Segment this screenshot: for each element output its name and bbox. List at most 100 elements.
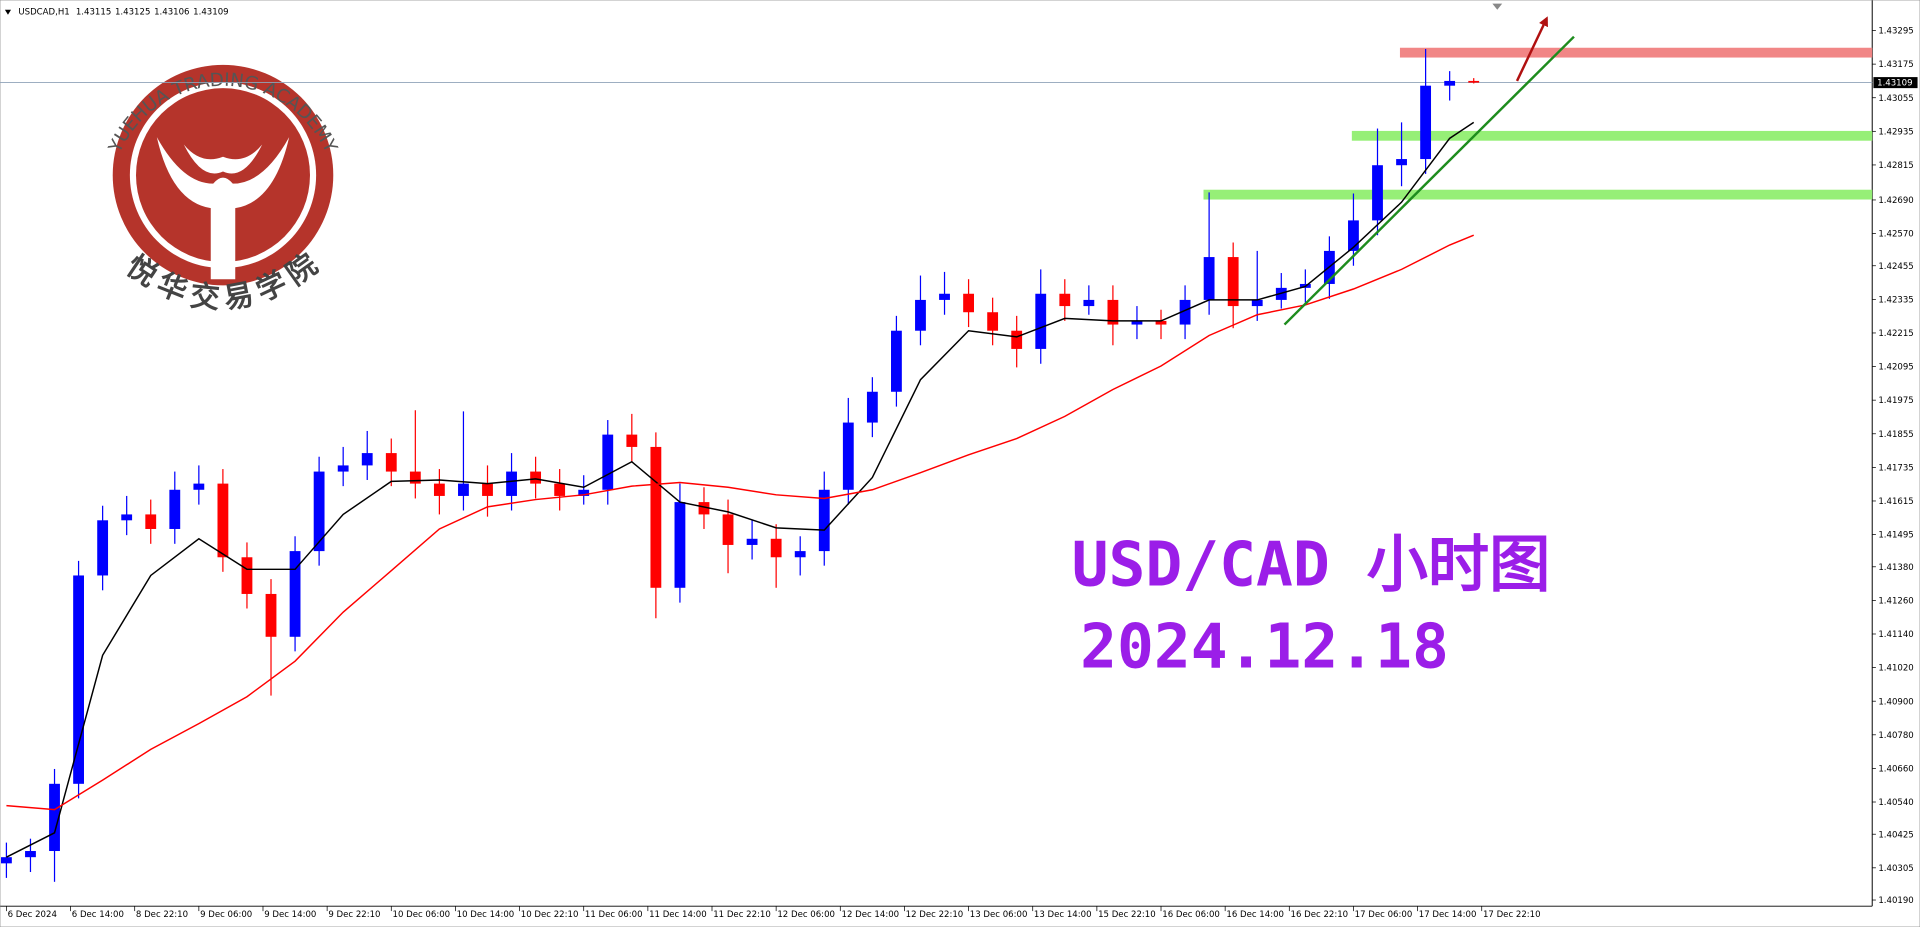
candle-body [121, 514, 133, 521]
moving-average [6, 234, 1474, 811]
y-tick-label: 1.42690 [1878, 196, 1913, 206]
candle-body [1035, 293, 1047, 349]
x-tick-label: 10 Dec 22:10 [521, 910, 579, 920]
candle-body [1348, 220, 1359, 251]
y-tick-label: 1.42455 [1878, 262, 1913, 272]
candle-body [482, 483, 493, 496]
candle-body [1396, 159, 1407, 166]
y-tick-label: 1.40305 [1878, 864, 1913, 874]
candle-body [626, 434, 638, 447]
y-tick-label: 1.42935 [1878, 127, 1913, 137]
x-tick-label: 12 Dec 14:00 [842, 910, 900, 920]
candle-body [169, 489, 181, 529]
candle-body [891, 330, 902, 392]
candle-body [385, 453, 397, 472]
x-tick-label: 16 Dec 14:00 [1226, 910, 1284, 920]
candle-body [1059, 293, 1071, 307]
price-tag-label: 1.43109 [1877, 79, 1912, 89]
candle-body [1468, 80, 1480, 83]
x-tick-label: 17 Dec 06:00 [1355, 910, 1413, 920]
x-tick-label: 9 Dec 06:00 [200, 910, 252, 920]
y-tick-label: 1.42815 [1878, 161, 1913, 171]
candle-body [1251, 299, 1263, 307]
last-close: 1.43109 [193, 8, 228, 18]
candle-body [746, 538, 758, 545]
candle-body [25, 851, 36, 858]
candle-body [265, 593, 277, 637]
candle-body [770, 538, 782, 558]
candle-body [1203, 257, 1215, 300]
candle-body [963, 293, 974, 313]
x-tick-label: 16 Dec 06:00 [1162, 910, 1220, 920]
x-tick-label: 17 Dec 22:10 [1483, 910, 1541, 920]
candle-body [289, 551, 301, 637]
y-tick-label: 1.42335 [1878, 295, 1913, 305]
level-zone [1203, 189, 1873, 200]
x-tick-label: 6 Dec 14:00 [72, 910, 124, 920]
x-tick-label: 11 Dec 06:00 [585, 910, 643, 920]
x-tick-label: 8 Dec 22:10 [136, 910, 188, 920]
y-tick-label: 1.41140 [1878, 630, 1913, 640]
x-tick-label: 9 Dec 22:10 [328, 910, 380, 920]
y-tick-label: 1.41975 [1878, 396, 1913, 406]
x-tick-label: 9 Dec 14:00 [264, 910, 316, 920]
x-tick-label: 11 Dec 14:00 [649, 910, 707, 920]
candle-body [1179, 299, 1191, 325]
x-tick-label: 13 Dec 14:00 [1034, 910, 1092, 920]
candle-body [1227, 257, 1239, 307]
candle-body [361, 453, 373, 466]
y-tick-label: 1.41380 [1878, 563, 1913, 573]
candle-body [73, 575, 84, 784]
candle-body [1420, 85, 1432, 160]
candle-body [506, 471, 517, 496]
y-tick-label: 1.42570 [1878, 230, 1913, 240]
y-tick-label: 1.41735 [1878, 463, 1913, 473]
date-label: 2024.12.18 [1080, 611, 1449, 682]
header: USDCAD,H1 1.43115 1.43125 1.43106 1.43109 [18, 8, 228, 18]
candle-body [337, 465, 349, 472]
candle-body [1, 857, 12, 864]
moving-average [6, 121, 1475, 858]
candle-body [433, 483, 445, 496]
x-tick-label: 12 Dec 06:00 [777, 910, 835, 920]
candle-body [794, 551, 806, 558]
candle-body [578, 489, 590, 496]
y-tick-label: 1.42215 [1878, 329, 1913, 339]
candle-body [530, 471, 542, 484]
candle-body [650, 446, 662, 588]
last-open: 1.43115 [76, 8, 111, 18]
candle-body [458, 483, 469, 496]
x-tick-label: 13 Dec 06:00 [970, 910, 1028, 920]
symbol: USDCAD,H1 [18, 8, 69, 18]
scroll-marker [1492, 3, 1503, 10]
y-tick-label: 1.43055 [1878, 94, 1913, 104]
y-tick-label: 1.40540 [1878, 798, 1913, 808]
last-high: 1.43125 [115, 8, 150, 18]
x-tick-label: 11 Dec 22:10 [713, 910, 771, 920]
y-tick-label: 1.40900 [1878, 697, 1913, 707]
candle-body [217, 483, 229, 558]
candle-body [602, 434, 614, 490]
level-zone [1399, 47, 1873, 58]
y-tick-label: 1.41260 [1878, 596, 1913, 606]
candle-body [1155, 320, 1167, 325]
y-tick-label: 1.43175 [1878, 60, 1913, 70]
candle-body [1131, 320, 1143, 325]
y-tick-label: 1.43295 [1878, 27, 1913, 37]
y-tick-label: 1.40425 [1878, 830, 1913, 840]
candle-body [241, 557, 253, 594]
candle-body [915, 299, 926, 331]
y-tick-label: 1.41855 [1878, 430, 1913, 440]
trend-arrow [1515, 16, 1548, 82]
y-tick-label: 1.40660 [1878, 764, 1913, 774]
plot [0, 16, 1873, 882]
candle-body [409, 471, 421, 484]
x-tick-label: 10 Dec 06:00 [393, 910, 451, 920]
candle-body [145, 514, 157, 529]
x-tick-label: 17 Dec 14:00 [1419, 910, 1477, 920]
candle-body [674, 502, 686, 588]
x-tick-label: 15 Dec 22:10 [1098, 910, 1156, 920]
candle-body [1372, 165, 1383, 221]
